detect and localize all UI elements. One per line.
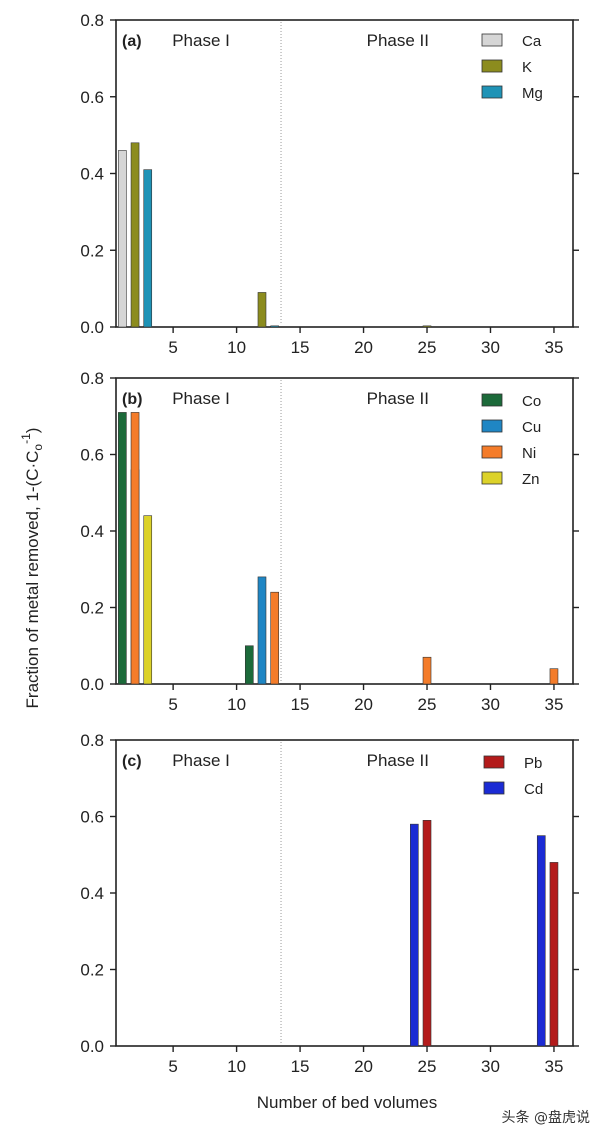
phase-ii-label: Phase II	[367, 389, 429, 408]
legend-swatch-k	[481, 59, 503, 73]
x-tick-label: 25	[418, 338, 437, 357]
x-tick-label: 10	[227, 1057, 246, 1076]
plot-frame	[115, 739, 574, 1047]
y-tick-label: 0.8	[80, 369, 104, 388]
bar-zn	[143, 515, 153, 685]
y-tick-label: 0.4	[80, 165, 104, 184]
legend-swatch-cu	[481, 419, 503, 433]
phase-i-label: Phase I	[172, 751, 230, 770]
x-tick-label: 25	[418, 695, 437, 714]
x-tick-label: 35	[544, 695, 563, 714]
panel-label: (c)	[122, 753, 142, 770]
watermark-text: 头条 @盘虎说	[502, 1109, 590, 1126]
bar-k	[422, 325, 432, 328]
x-tick-label: 20	[354, 338, 373, 357]
bar-pb	[549, 862, 559, 1047]
y-tick-label: 0.2	[80, 241, 104, 260]
y-tick-label: 0.2	[80, 599, 104, 618]
panel-label: (b)	[122, 391, 142, 408]
x-tick-label: 20	[354, 1057, 373, 1076]
y-tick-label: 0.4	[80, 522, 104, 541]
legend-label-zn: Zn	[522, 471, 540, 488]
legend-label-mg: Mg	[522, 85, 543, 102]
x-tick-label: 10	[227, 695, 246, 714]
plot-frame	[115, 19, 574, 328]
x-tick-label: 20	[354, 695, 373, 714]
bar-cu	[257, 576, 267, 685]
phase-ii-label: Phase II	[367, 31, 429, 50]
x-axis-title: Number of bed volumes	[257, 1093, 437, 1112]
bar-ni	[270, 591, 279, 685]
y-tick-label: 0.6	[80, 446, 104, 465]
x-tick-label: 10	[227, 338, 246, 357]
bar-mg	[143, 169, 153, 328]
plot-frame	[115, 377, 574, 685]
bar-co	[118, 412, 127, 685]
y-tick-label: 0.6	[80, 808, 104, 827]
x-tick-label: 5	[168, 338, 177, 357]
x-tick-label: 5	[168, 1057, 177, 1076]
bar-mg	[270, 325, 279, 328]
x-tick-label: 15	[291, 338, 310, 357]
x-tick-label: 35	[544, 338, 563, 357]
bar-k	[257, 292, 267, 328]
bar-co	[244, 645, 254, 685]
legend-label-ca: Ca	[522, 33, 542, 50]
legend-swatch-pb	[483, 755, 505, 769]
bar-ca	[118, 150, 127, 328]
x-tick-label: 30	[481, 1057, 500, 1076]
legend-label-ni: Ni	[522, 445, 536, 462]
legend-swatch-zn	[481, 471, 503, 485]
legend-swatch-cd	[483, 781, 505, 795]
panel-2: 0.0 0.2 0.4 0.6 0.8 5 10 15 20 25 30 35 (c) Phase I Ph…	[80, 731, 579, 1076]
bar-cd	[536, 835, 546, 1047]
bar-cd	[410, 823, 419, 1047]
bar-ni	[130, 412, 140, 685]
legend-label-k: K	[522, 59, 532, 76]
panel-1: 0.0 0.2 0.4 0.6 0.8 5 10 15 20 25 30 35 (b) Phase I Ph…	[80, 369, 579, 714]
y-tick-label: 0.0	[80, 318, 104, 337]
panel-label: (a)	[122, 33, 142, 50]
legend-swatch-ca	[481, 33, 503, 47]
y-tick-label: 0.6	[80, 88, 104, 107]
legend-swatch-ni	[481, 445, 503, 459]
legend-label-cd: Cd	[524, 781, 543, 798]
x-tick-label: 35	[544, 1057, 563, 1076]
y-axis-title: Fraction of metal removed, 1-(C·Co-1)	[19, 428, 45, 709]
panel-0: 0.0 0.2 0.4 0.6 0.8 5 10 15 20 25 30 35 (a) Phase I Ph…	[80, 11, 579, 357]
x-tick-label: 5	[168, 695, 177, 714]
phase-ii-label: Phase II	[367, 751, 429, 770]
legend-label-co: Co	[522, 393, 541, 410]
y-tick-label: 0.8	[80, 11, 104, 30]
y-tick-label: 0.0	[80, 675, 104, 694]
y-tick-label: 0.8	[80, 731, 104, 750]
bar-ni	[422, 656, 432, 685]
y-tick-label: 0.4	[80, 884, 104, 903]
phase-i-label: Phase I	[172, 389, 230, 408]
x-tick-label: 30	[481, 695, 500, 714]
y-tick-label: 0.0	[80, 1037, 104, 1056]
legend-swatch-co	[481, 393, 503, 407]
x-tick-label: 15	[291, 695, 310, 714]
legend-label-pb: Pb	[524, 755, 542, 772]
x-tick-label: 25	[418, 1057, 437, 1076]
legend-swatch-mg	[481, 85, 503, 99]
legend-label-cu: Cu	[522, 419, 541, 436]
bar-pb	[422, 820, 432, 1047]
x-tick-label: 30	[481, 338, 500, 357]
bar-k	[130, 142, 140, 328]
y-tick-label: 0.2	[80, 961, 104, 980]
phase-i-label: Phase I	[172, 31, 230, 50]
x-tick-label: 15	[291, 1057, 310, 1076]
bar-ni	[549, 668, 559, 685]
